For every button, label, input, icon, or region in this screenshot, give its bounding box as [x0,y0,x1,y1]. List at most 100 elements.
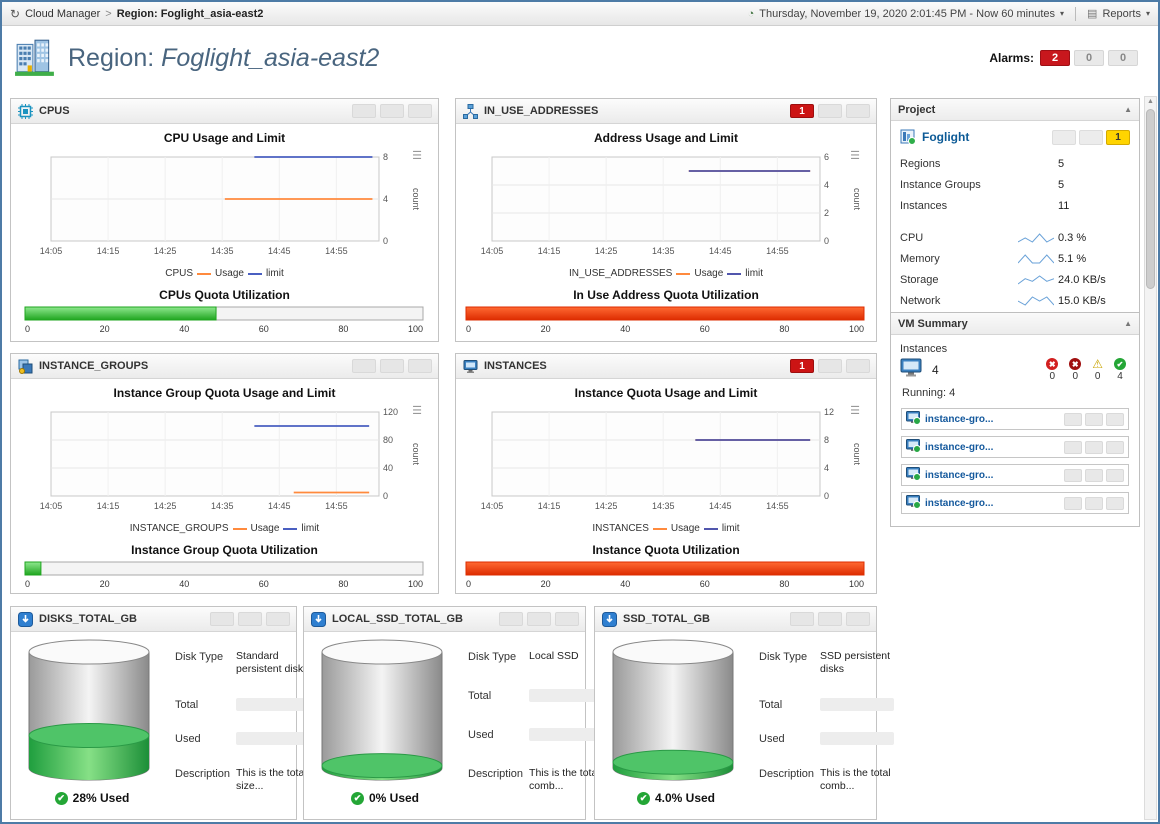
limit-swatch-icon [247,272,262,275]
field-value: This is the total comb... [529,766,600,792]
vm-instance-row[interactable]: instance-gro... [901,492,1129,514]
project-name[interactable]: Foglight [922,130,970,144]
alarm-badge-critical[interactable]: 2 [1040,50,1070,66]
chart-menu-icon[interactable]: ☰ [850,405,860,417]
metric-sparkline [1018,253,1058,265]
status-badge[interactable] [818,359,842,373]
vm-instance-row[interactable]: instance-gro... [901,464,1129,486]
status-badge[interactable] [1079,129,1103,145]
metric-value: 24.0 KB/s [1058,273,1106,286]
status-badge[interactable] [408,104,432,118]
disk-icon [601,611,617,627]
status-badge[interactable] [352,104,376,118]
chart-legend: INSTANCES Usage limit [456,523,876,534]
status-badge[interactable] [266,612,290,626]
collapse-icon[interactable]: ▲ [1124,105,1132,114]
fatal-status-counter[interactable]: ✖ 0 [1046,358,1059,382]
status-badge[interactable] [408,359,432,373]
status-counters: ✖ 0 ✖ 0 ⚠ 0 ✔ 4 [1046,358,1130,382]
status-badge-critical[interactable]: 1 [790,104,814,118]
status-badge[interactable] [790,612,814,626]
project-row[interactable]: Foglight 1 [900,127,1130,153]
svg-text:8: 8 [383,152,388,162]
status-badge[interactable] [846,359,870,373]
vm-instance-name[interactable]: instance-gro... [925,497,994,509]
chart-legend: IN_USE_ADDRESSES Usage limit [456,268,876,279]
status-badge[interactable] [1085,440,1103,454]
status-badge[interactable] [352,359,376,373]
breadcrumb-separator-icon: > [105,7,112,20]
vm-instance-name[interactable]: instance-gro... [925,441,994,453]
collapse-icon[interactable]: ▲ [1124,319,1132,328]
status-badge[interactable] [499,612,523,626]
status-badge[interactable] [1085,412,1103,426]
svg-text:14:25: 14:25 [153,246,176,256]
svg-text:14:15: 14:15 [96,246,119,256]
scroll-up-arrow-icon[interactable]: ▲ [1147,98,1154,105]
status-badge[interactable] [1064,412,1082,426]
time-range-caret-icon[interactable]: ▾ [1060,9,1065,18]
value-placeholder [529,689,604,702]
status-badge[interactable] [818,104,842,118]
network-addresses-icon [462,103,478,119]
usage-swatch-icon [652,527,667,530]
panel-title: CPUS [39,105,70,117]
status-badge-warning[interactable]: 1 [1106,129,1130,145]
status-badge[interactable] [818,612,842,626]
reports-caret-icon[interactable]: ▾ [1145,9,1150,18]
field-value: Standard persistent disks [236,650,309,676]
status-badge[interactable] [1106,440,1124,454]
status-badge[interactable] [1085,468,1103,482]
chart-menu-icon[interactable]: ☰ [850,150,860,162]
normal-status-icon: ✔ [636,791,650,805]
status-badge[interactable] [846,612,870,626]
vm-instance-name[interactable]: instance-gro... [925,469,994,481]
metric-sparkline [1018,232,1058,244]
status-badge[interactable] [1064,440,1082,454]
panel-cpus: CPUS CPU Usage and Limit ☰ 0 4 8 14:05 14:15… [10,98,439,342]
status-badge-critical[interactable]: 1 [790,359,814,373]
status-badge[interactable] [1106,412,1124,426]
chart-menu-icon[interactable]: ☰ [412,405,422,417]
status-badge[interactable] [555,612,579,626]
stat-value: 5 [1058,157,1065,170]
reports-menu[interactable]: Reports [1102,7,1141,20]
status-badge[interactable] [1064,496,1082,510]
status-badge[interactable] [1106,468,1124,482]
critical-status-counter[interactable]: ✖ 0 [1069,358,1082,382]
vm-instance-row[interactable]: instance-gro... [901,436,1129,458]
alarm-badge-info[interactable]: 0 [1108,50,1138,66]
chart-menu-icon[interactable]: ☰ [412,150,422,162]
scrollbar-thumb[interactable] [1146,109,1155,289]
svg-text:count: count [411,443,421,466]
time-range-selector[interactable]: Thursday, November 19, 2020 2:01:45 PM -… [759,7,1056,20]
percent-used: ✔ 4.0% Used [636,791,715,805]
legend-limit-label: limit [301,523,320,534]
status-badge[interactable] [238,612,262,626]
status-badge[interactable] [1106,496,1124,510]
status-badge[interactable] [527,612,551,626]
svg-text:0: 0 [383,491,388,501]
status-badge[interactable] [1052,129,1076,145]
breadcrumb-cloud-manager[interactable]: Cloud Manager [25,7,101,20]
status-badge[interactable] [210,612,234,626]
status-badge[interactable] [1085,496,1103,510]
panel-status-badges: 1 [790,359,870,373]
status-badge[interactable] [380,359,404,373]
status-badge[interactable] [1064,468,1082,482]
alarm-badge-warning[interactable]: 0 [1074,50,1104,66]
warning-status-counter[interactable]: ⚠ 0 [1092,358,1103,382]
svg-text:14:05: 14:05 [39,501,62,511]
normal-status-counter[interactable]: ✔ 4 [1114,358,1126,382]
panel-instance-groups: INSTANCE_GROUPS Instance Group Quota Usa… [10,353,439,594]
svg-text:count: count [852,188,862,211]
vertical-scrollbar[interactable]: ▲ [1144,96,1157,820]
field-label: Total [175,698,199,711]
svg-text:0: 0 [824,491,829,501]
svg-text:14:25: 14:25 [595,501,618,511]
vm-instance-row[interactable]: instance-gro... [901,408,1129,430]
vm-instance-name[interactable]: instance-gro... [925,413,994,425]
status-badge[interactable] [380,104,404,118]
vm-status-badges [1064,440,1124,454]
status-badge[interactable] [846,104,870,118]
